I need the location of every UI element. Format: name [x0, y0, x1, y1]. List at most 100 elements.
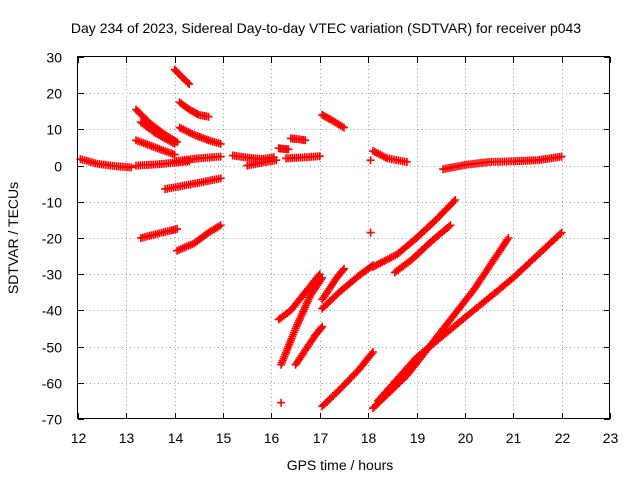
series-arc-18.2-22 [373, 228, 566, 405]
series-arc-16.1-17 [274, 270, 324, 324]
chart-title: Day 234 of 2023, Sidereal Day-to-day VTE… [71, 20, 581, 36]
data-point-marker [301, 136, 310, 145]
series-arc-16.2 [274, 144, 293, 154]
data-point-marker [369, 348, 377, 356]
x-tick-label: 13 [119, 430, 135, 446]
data-point-marker [366, 228, 375, 237]
data-point-marker [318, 273, 327, 282]
y-tick-label: 0 [54, 159, 62, 175]
y-tick-label: 20 [46, 86, 62, 102]
x-tick-label: 22 [555, 430, 571, 446]
y-axis: -70 -60 -50 -40 -30 -20 -10 0 10 20 30 [42, 50, 610, 428]
data-points [76, 65, 566, 413]
data-point-marker [169, 138, 177, 147]
data-point-marker [340, 264, 348, 273]
data-point-marker [381, 153, 390, 162]
data-point-marker [180, 243, 189, 252]
data-point-marker [175, 123, 184, 132]
series-arc-baseline-c [170, 152, 225, 166]
plot-frame [77, 56, 610, 419]
series-arc-14.1-14.7 [175, 98, 213, 121]
x-tick-label: 17 [313, 430, 329, 446]
data-point-marker [181, 126, 189, 135]
series-arc-13.3-14 [136, 118, 179, 148]
x-tick-label: 20 [458, 430, 474, 446]
series-arc-13.2-14-low [132, 136, 179, 159]
data-point-marker [127, 163, 136, 172]
x-tick-label: 12 [71, 430, 87, 446]
y-tick-label: -50 [42, 340, 62, 356]
series-arc-18.1-19.8 [369, 196, 460, 271]
y-tick-label: -30 [42, 267, 62, 283]
data-point-marker [446, 221, 455, 230]
y-tick-label: -60 [42, 376, 62, 392]
x-tick-label: 16 [264, 430, 280, 446]
data-point-marker [193, 110, 202, 118]
series-arc-17-18.1-low [318, 348, 377, 411]
data-point-marker [451, 196, 460, 204]
data-point-marker [170, 150, 179, 159]
x-axis: 12 13 14 15 16 17 18 19 20 21 22 23 [71, 57, 619, 446]
x-axis-title: GPS time / hours [287, 457, 394, 473]
data-point-marker [188, 129, 197, 138]
y-tick-label: -10 [42, 195, 62, 211]
data-point-marker [182, 127, 191, 136]
y-axis-title: SDTVAR / TECUs [5, 182, 21, 294]
data-point-marker [204, 112, 213, 121]
data-point-marker [214, 222, 223, 231]
series-arc-16.2-17 [277, 273, 327, 369]
series-arc-17.05-17.5 [318, 264, 348, 304]
series-arc-13.8-15 [161, 174, 225, 194]
data-point-marker [449, 197, 458, 206]
series-arc-19.5-22 [439, 152, 566, 174]
grid [78, 57, 610, 419]
series-arc-15.5-16 [243, 156, 281, 170]
data-point-marker [557, 228, 566, 237]
data-point-marker [315, 152, 324, 161]
data-point-marker [557, 152, 566, 161]
data-point-marker [340, 123, 348, 132]
y-tick-label: -40 [42, 303, 62, 319]
data-point-marker [185, 80, 194, 89]
data-point-marker [379, 152, 388, 161]
series-arc-18.55-19.7 [390, 221, 455, 277]
data-point-marker [173, 224, 182, 233]
data-point-marker [503, 235, 512, 244]
series-arc-17-18.1 [318, 261, 377, 313]
data-point-marker [272, 156, 281, 165]
data-point-marker [170, 139, 179, 148]
data-point-marker [366, 156, 375, 165]
series-arc-baseline-a [76, 155, 136, 172]
y-tick-label: 30 [46, 50, 62, 66]
y-tick-label: 10 [46, 122, 62, 138]
series-arc-16.5-17 [291, 322, 327, 369]
data-point-marker [317, 275, 325, 284]
data-point-marker [179, 125, 188, 134]
data-point-marker [504, 234, 513, 242]
series-arc-17-17.5 [318, 110, 348, 132]
x-tick-label: 19 [410, 430, 426, 446]
data-point-marker [338, 266, 347, 275]
x-tick-label: 18 [361, 430, 377, 446]
data-point-marker [183, 78, 192, 87]
data-point-marker [556, 230, 565, 238]
data-point-marker [338, 122, 347, 131]
x-tick-label: 21 [506, 430, 522, 446]
series-arc-16.3-17 [282, 152, 324, 163]
data-point-marker [216, 174, 225, 183]
data-point-marker [177, 124, 186, 133]
x-tick-label: 15 [216, 430, 232, 446]
x-tick-label: 23 [603, 430, 619, 446]
data-point-marker [216, 221, 225, 230]
data-point-marker [317, 324, 325, 333]
data-point-marker [184, 128, 193, 137]
series-arc-14.0-14.3 [170, 65, 194, 89]
y-tick-label: -70 [42, 412, 62, 428]
data-point-marker [369, 147, 377, 156]
series-arc-14.1-15 [175, 123, 225, 148]
data-point-marker [318, 322, 327, 331]
series-arc-18.1-18.8 [369, 147, 411, 166]
data-point-marker [370, 148, 379, 156]
data-point-marker [374, 149, 383, 158]
